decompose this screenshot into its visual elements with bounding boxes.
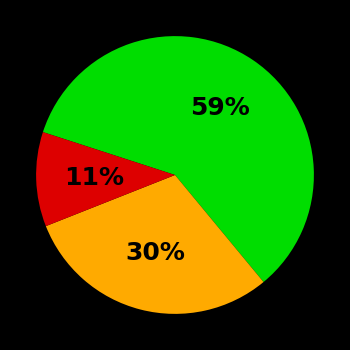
Wedge shape: [36, 132, 175, 226]
Text: 11%: 11%: [64, 166, 125, 190]
Wedge shape: [43, 36, 314, 282]
Wedge shape: [46, 175, 264, 314]
Text: 59%: 59%: [190, 96, 250, 120]
Text: 30%: 30%: [125, 241, 185, 265]
